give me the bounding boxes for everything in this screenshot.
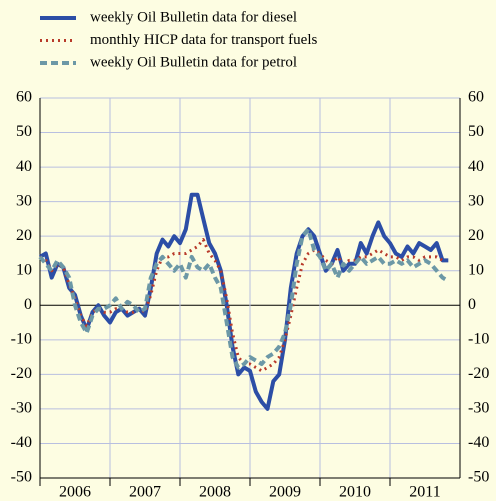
y-tick-label: 0 xyxy=(24,296,32,313)
y-tick-label: 30 xyxy=(16,192,32,209)
y2-tick-label: 30 xyxy=(468,192,484,209)
y2-tick-label: -30 xyxy=(468,400,489,417)
y-tick-label: -10 xyxy=(11,330,32,347)
legend-label: monthly HICP data for transport fuels xyxy=(90,32,317,48)
x-tick-label: 2006 xyxy=(59,484,91,501)
y2-tick-label: -20 xyxy=(468,365,489,382)
y2-tick-label: -40 xyxy=(468,434,489,451)
y2-tick-label: 40 xyxy=(468,158,484,175)
series-line xyxy=(38,227,450,370)
x-tick-label: 2011 xyxy=(409,484,440,501)
y-tick-label: 10 xyxy=(16,261,32,278)
x-tick-label: 2008 xyxy=(199,484,231,501)
legend-label: weekly Oil Bulletin data for petrol xyxy=(90,54,297,70)
y2-tick-label: 60 xyxy=(468,89,484,106)
series-line xyxy=(38,192,449,411)
y-tick-label: 50 xyxy=(16,123,32,140)
y2-tick-label: 0 xyxy=(468,296,476,313)
y-tick-label: -20 xyxy=(11,365,32,382)
x-tick-label: 2010 xyxy=(339,484,371,501)
y2-tick-label: 50 xyxy=(468,123,484,140)
y2-tick-label: 10 xyxy=(468,261,484,278)
y2-tick-label: -10 xyxy=(468,330,489,347)
series-line xyxy=(39,238,444,373)
y-tick-label: 40 xyxy=(16,158,32,175)
y-tick-label: 60 xyxy=(16,89,32,106)
legend-label: weekly Oil Bulletin data for diesel xyxy=(90,9,297,25)
y-tick-label: 20 xyxy=(16,227,32,244)
y-tick-label: -40 xyxy=(11,434,32,451)
y2-tick-label: 20 xyxy=(468,227,484,244)
x-tick-label: 2007 xyxy=(129,484,161,501)
y-tick-label: -50 xyxy=(11,469,32,486)
y-tick-label: -30 xyxy=(11,400,32,417)
y2-tick-label: -50 xyxy=(468,469,489,486)
x-tick-label: 2009 xyxy=(269,484,301,501)
